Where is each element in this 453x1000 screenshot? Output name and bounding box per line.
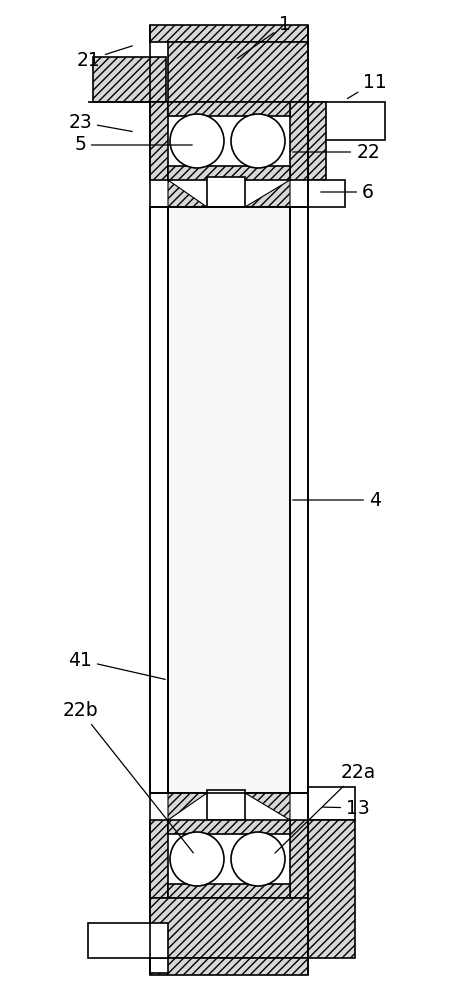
Circle shape <box>231 832 285 886</box>
Bar <box>150 898 308 958</box>
Bar <box>168 166 290 180</box>
Bar <box>150 958 168 973</box>
Bar <box>290 207 308 793</box>
Bar <box>308 102 326 180</box>
Bar <box>150 102 168 180</box>
Polygon shape <box>168 180 207 207</box>
Text: 41: 41 <box>68 650 165 679</box>
Bar <box>168 207 290 793</box>
Text: 5: 5 <box>74 135 192 154</box>
Bar <box>168 884 290 898</box>
Text: 1: 1 <box>237 15 291 58</box>
Polygon shape <box>168 793 207 820</box>
Bar <box>308 180 345 207</box>
Bar <box>150 207 168 793</box>
Bar <box>290 102 308 180</box>
Bar <box>168 820 290 834</box>
Bar <box>308 820 355 958</box>
Bar <box>168 102 290 116</box>
Text: 23: 23 <box>68 112 132 132</box>
Bar <box>93 57 166 102</box>
Bar <box>290 820 308 898</box>
Bar <box>168 42 308 102</box>
Bar <box>207 790 245 820</box>
Text: 4: 4 <box>293 490 381 510</box>
Polygon shape <box>245 793 290 820</box>
Text: 22a: 22a <box>275 762 376 853</box>
Circle shape <box>170 114 224 168</box>
Bar <box>207 177 245 207</box>
Text: 11: 11 <box>347 73 387 99</box>
Text: 22b: 22b <box>62 700 193 853</box>
Bar <box>308 102 385 140</box>
Text: 6: 6 <box>321 182 374 202</box>
Text: 21: 21 <box>76 46 132 70</box>
Bar <box>150 958 308 975</box>
Bar <box>150 820 168 898</box>
Circle shape <box>170 832 224 886</box>
Bar <box>308 787 355 820</box>
Circle shape <box>231 114 285 168</box>
Bar <box>88 923 168 958</box>
Polygon shape <box>245 180 290 207</box>
Text: 13: 13 <box>323 798 370 818</box>
Text: 22: 22 <box>293 142 380 161</box>
Bar <box>150 25 308 42</box>
